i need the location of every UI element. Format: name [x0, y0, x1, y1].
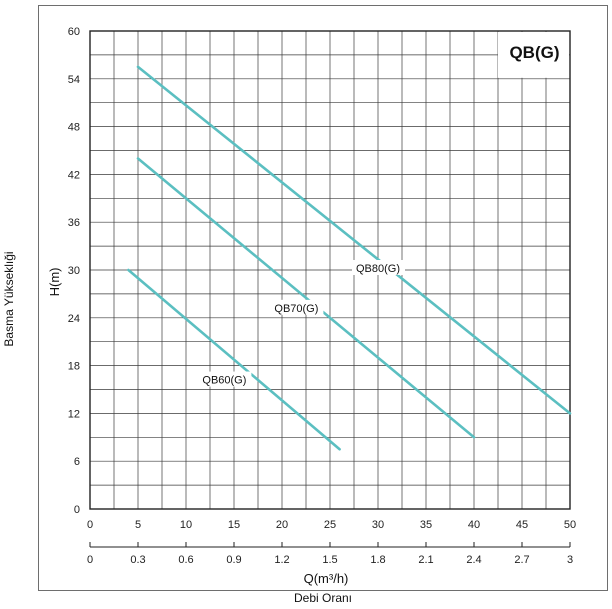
x-tick-label-primary: 15: [228, 519, 240, 531]
chart-frame: 0 6 12 18 24 30 36 42 48 54 60 0 5 10 15 20 25 30 35 40 45 50…: [38, 5, 608, 591]
x-tick-label-secondary: 0: [87, 554, 93, 566]
y-axis-title: H(m): [47, 268, 62, 297]
x-tick-label-secondary: 0.6: [178, 554, 193, 566]
y-tick-label: 60: [68, 26, 80, 38]
chart-title-box: [498, 32, 569, 78]
x-tick-label-primary: 25: [324, 519, 336, 531]
y-tick-label: 6: [74, 456, 80, 468]
x-tick-label-secondary: 2.4: [466, 554, 481, 566]
y-tick-label: 42: [68, 169, 80, 181]
x-tick-label-primary: 0: [87, 519, 93, 531]
x-tick-label-secondary: 2.1: [418, 554, 433, 566]
series-line: [127, 268, 341, 451]
x-tick-label-secondary: 1.5: [322, 554, 337, 566]
x-tick-label-secondary: 1.2: [274, 554, 289, 566]
outer-x-title: Debi Oranı: [293, 591, 353, 605]
series-line: [136, 157, 476, 439]
plot-border: [89, 30, 571, 510]
x-tick-label-primary: 35: [420, 519, 432, 531]
y-tick-label: 30: [68, 265, 80, 277]
series-label-bg: [270, 299, 324, 315]
x-tick-label-secondary: 3: [567, 554, 573, 566]
outer-y-title: Basma Yükseklıği: [2, 251, 16, 347]
chart-title: QB(G): [509, 43, 559, 62]
series-label-bg: [352, 260, 405, 275]
series-label: QB70(G): [274, 303, 318, 315]
series-line: [136, 65, 572, 415]
x-tick-label-primary: 20: [276, 519, 288, 531]
y-tick-label: 54: [68, 74, 80, 86]
x-tick-label-primary: 50: [564, 519, 576, 531]
x-tick-label-primary: 10: [180, 519, 192, 531]
x-tick-label-primary: 30: [372, 519, 384, 531]
x-tick-label-secondary: 2.7: [514, 554, 529, 566]
x-tick-label-primary: 40: [468, 519, 480, 531]
series-label: QB60(G): [202, 375, 246, 387]
x-tick-label-secondary: 1.8: [370, 554, 385, 566]
series-label-bg: [198, 371, 252, 387]
y-tick-label: 24: [68, 313, 80, 325]
x-tick-label-primary: 45: [516, 519, 528, 531]
x-axis-title: Q(m³/h): [304, 571, 349, 586]
y-tick-label: 0: [74, 504, 80, 516]
y-tick-label: 48: [68, 122, 80, 134]
y-tick-label: 18: [68, 361, 80, 373]
y-tick-label: 12: [68, 408, 80, 420]
x-tick-label-secondary: 0.3: [130, 554, 145, 566]
series-label: QB80(G): [356, 263, 400, 275]
x-tick-label-secondary: 0.9: [226, 554, 241, 566]
x-tick-label-primary: 5: [135, 519, 141, 531]
y-tick-label: 36: [68, 217, 80, 229]
